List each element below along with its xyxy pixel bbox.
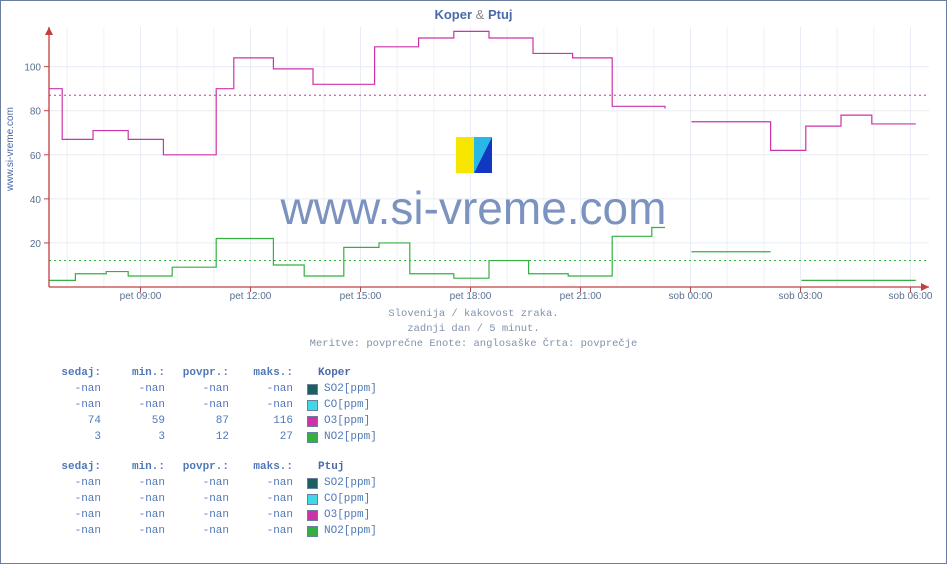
pollutant-label: SO2[ppm] [324, 381, 377, 397]
title-city-a: Koper [434, 7, 472, 22]
legend-swatch [307, 416, 318, 427]
table-cell: 87 [173, 413, 237, 429]
chart-svg: 20406080100 [49, 27, 929, 287]
table-header-cell: maks.: [237, 365, 301, 381]
pollutant-label: CO[ppm] [324, 397, 370, 413]
table-cell: -nan [109, 397, 173, 413]
legend-swatch [307, 526, 318, 537]
stats-tables: sedaj:min.:povpr.:maks.:Koper-nan-nan-na… [45, 365, 377, 553]
table-cell: -nan [109, 507, 173, 523]
table-row: 331227NO2[ppm] [45, 429, 377, 445]
table-cell: -nan [45, 475, 109, 491]
table-cell: -nan [237, 523, 301, 539]
table-header-cell: min.: [109, 365, 173, 381]
pollutant-label: O3[ppm] [324, 507, 370, 523]
table-cell: -nan [173, 491, 237, 507]
title-city-b: Ptuj [488, 7, 513, 22]
table-cell: -nan [173, 397, 237, 413]
svg-text:100: 100 [24, 63, 41, 74]
table-cell: 74 [45, 413, 109, 429]
table-cell: 3 [109, 429, 173, 445]
station-table: sedaj:min.:povpr.:maks.:Ptuj-nan-nan-nan… [45, 459, 377, 539]
table-cell: -nan [45, 491, 109, 507]
x-tick-label: pet 12:00 [230, 291, 272, 302]
pollutant-label: NO2[ppm] [324, 523, 377, 539]
table-cell: -nan [173, 475, 237, 491]
x-tick-label: pet 15:00 [340, 291, 382, 302]
station-name: Ptuj [318, 459, 344, 475]
station-name: Koper [318, 365, 351, 381]
table-cell: 3 [45, 429, 109, 445]
table-header-cell: sedaj: [45, 459, 109, 475]
table-cell: -nan [173, 507, 237, 523]
legend-swatch [307, 494, 318, 505]
table-cell: -nan [237, 397, 301, 413]
table-cell: -nan [45, 507, 109, 523]
table-cell: -nan [109, 491, 173, 507]
pollutant-label: NO2[ppm] [324, 429, 377, 445]
table-row: -nan-nan-nan-nanO3[ppm] [45, 507, 377, 523]
svg-text:40: 40 [30, 195, 42, 206]
table-cell: -nan [173, 523, 237, 539]
table-row: 745987116 O3[ppm] [45, 413, 377, 429]
table-cell: -nan [109, 523, 173, 539]
table-row: -nan-nan-nan-nanCO[ppm] [45, 491, 377, 507]
table-cell: -nan [237, 491, 301, 507]
x-tick-label: pet 18:00 [450, 291, 492, 302]
legend-swatch [307, 384, 318, 395]
table-cell: 27 [237, 429, 301, 445]
table-cell: -nan [237, 507, 301, 523]
table-cell: -nan [173, 381, 237, 397]
y-axis-source-label: www.si-vreme.com [5, 107, 16, 191]
chart-plot-area: 20406080100 [49, 27, 929, 287]
svg-text:60: 60 [30, 151, 42, 162]
table-header-row: sedaj:min.:povpr.:maks.: Ptuj [45, 459, 377, 475]
pollutant-label: O3[ppm] [324, 413, 370, 429]
table-cell: -nan [45, 397, 109, 413]
table-row: -nan-nan-nan-nanSO2[ppm] [45, 475, 377, 491]
legend-swatch [307, 478, 318, 489]
table-header-cell: maks.: [237, 459, 301, 475]
pollutant-label: SO2[ppm] [324, 475, 377, 491]
x-tick-label: sob 06:00 [889, 291, 933, 302]
table-cell: -nan [237, 381, 301, 397]
table-header-cell: povpr.: [173, 459, 237, 475]
svg-text:20: 20 [30, 239, 42, 250]
table-cell: -nan [109, 381, 173, 397]
subtitle-line-2: zadnji dan / 5 minut. [1, 322, 946, 337]
svg-text:80: 80 [30, 107, 42, 118]
x-tick-label: pet 21:00 [560, 291, 602, 302]
table-header-cell: min.: [109, 459, 173, 475]
table-header-cell: povpr.: [173, 365, 237, 381]
chart-title: Koper & Ptuj [1, 1, 946, 22]
station-table: sedaj:min.:povpr.:maks.:Koper-nan-nan-na… [45, 365, 377, 445]
x-tick-label: pet 09:00 [120, 291, 162, 302]
chart-subtitle: Slovenija / kakovost zraka. zadnji dan /… [1, 307, 946, 353]
table-cell: 59 [109, 413, 173, 429]
chart-frame: Koper & Ptuj www.si-vreme.com 2040608010… [0, 0, 947, 564]
subtitle-line-1: Slovenija / kakovost zraka. [1, 307, 946, 322]
table-row: -nan-nan-nan-nanNO2[ppm] [45, 523, 377, 539]
legend-swatch [307, 432, 318, 443]
x-tick-label: sob 00:00 [669, 291, 713, 302]
legend-swatch [307, 510, 318, 521]
table-cell: 12 [173, 429, 237, 445]
x-tick-label: sob 03:00 [779, 291, 823, 302]
table-cell: -nan [45, 381, 109, 397]
table-cell: 116 [237, 413, 301, 429]
table-header-cell: sedaj: [45, 365, 109, 381]
legend-swatch [307, 400, 318, 411]
table-row: -nan-nan-nan-nanCO[ppm] [45, 397, 377, 413]
subtitle-line-3: Meritve: povprečne Enote: anglosaške Črt… [1, 337, 946, 352]
table-cell: -nan [109, 475, 173, 491]
title-separator: & [476, 7, 485, 22]
table-cell: -nan [237, 475, 301, 491]
table-cell: -nan [45, 523, 109, 539]
table-header-row: sedaj:min.:povpr.:maks.: Koper [45, 365, 377, 381]
table-row: -nan-nan-nan-nanSO2[ppm] [45, 381, 377, 397]
x-axis-labels: pet 09:00 pet 12:00 pet 15:00 pet 18:00 pet … [49, 291, 929, 305]
pollutant-label: CO[ppm] [324, 491, 370, 507]
